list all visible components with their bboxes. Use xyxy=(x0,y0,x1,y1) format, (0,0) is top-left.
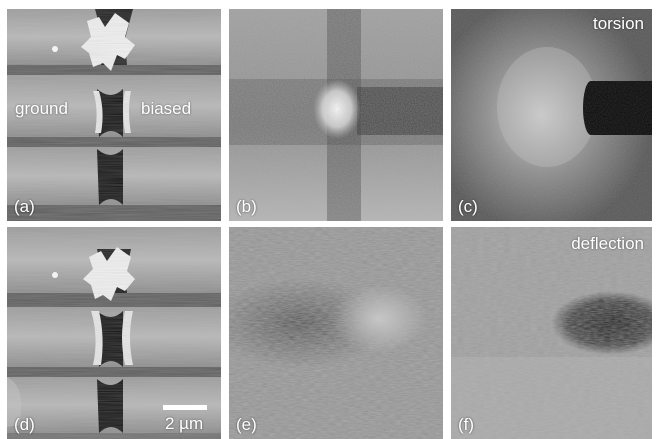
panel-label-c: (c) xyxy=(458,197,478,216)
panel-c-torsion: torsion (c) xyxy=(451,9,652,221)
panel-e-image xyxy=(229,227,443,439)
deflection-label: deflection xyxy=(571,234,644,253)
scale-bar xyxy=(163,405,207,410)
panel-d-topography: 2 µm (d) xyxy=(7,227,221,439)
panel-b-image xyxy=(229,9,443,221)
panel-e-map: (e) xyxy=(229,227,443,439)
panel-f-image xyxy=(451,227,652,439)
panel-label-d: (d) xyxy=(14,415,35,434)
scale-bar-label: 2 µm xyxy=(165,414,204,433)
ground-label: ground xyxy=(15,99,68,118)
panel-b-map: (b) xyxy=(229,9,443,221)
panel-a-topography: ground biased (a) xyxy=(7,9,221,221)
panel-label-f: (f) xyxy=(458,415,475,434)
torsion-label: torsion xyxy=(592,14,644,33)
panel-label-e: (e) xyxy=(236,415,257,434)
panel-f-deflection: deflection (f) xyxy=(451,227,652,439)
panel-c-image xyxy=(451,9,652,221)
biased-label: biased xyxy=(141,99,192,118)
panel-a-image xyxy=(7,9,221,221)
panel-label-b: (b) xyxy=(236,197,257,216)
panel-label-a: (a) xyxy=(14,197,35,216)
panel-d-image xyxy=(7,227,221,439)
